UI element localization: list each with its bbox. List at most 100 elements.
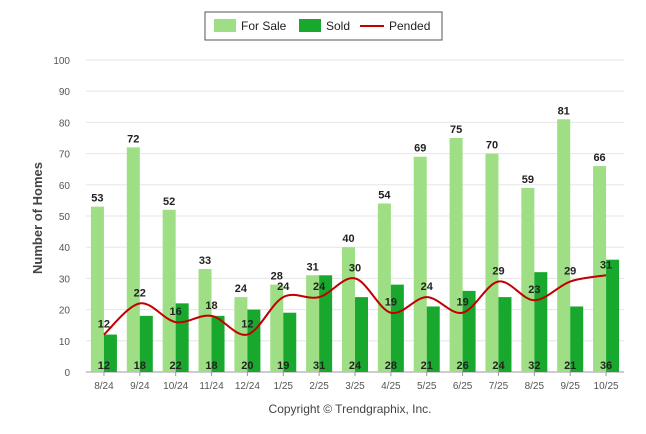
label-for-sale: 72	[127, 133, 139, 145]
bar-sold	[211, 315, 225, 372]
label-for-sale: 69	[414, 143, 426, 155]
label-for-sale: 53	[91, 193, 103, 205]
label-sold: 32	[528, 360, 540, 372]
x-tick-label: 8/24	[94, 381, 114, 392]
label-for-sale: 28	[271, 271, 283, 283]
label-sold: 12	[98, 360, 110, 372]
bar-sold	[139, 315, 153, 372]
label-for-sale: 81	[558, 105, 570, 117]
legend-swatch-sold	[299, 19, 321, 32]
y-tick-label: 40	[59, 243, 71, 254]
bar-sold	[606, 259, 620, 372]
legend-box	[204, 11, 443, 41]
bar-sold	[570, 306, 584, 372]
label-for-sale: 59	[522, 174, 534, 186]
y-tick-label: 20	[59, 306, 71, 317]
x-tick-label: 9/24	[130, 381, 150, 392]
label-pended: 16	[170, 306, 182, 318]
label-for-sale: 70	[486, 140, 498, 152]
label-for-sale: 33	[199, 255, 211, 267]
bar-sold	[390, 284, 404, 372]
label-pended: 24	[313, 281, 326, 293]
x-tick-label: 10/25	[594, 381, 619, 392]
label-sold: 26	[456, 360, 468, 372]
bar-for-sale	[162, 209, 176, 372]
y-tick-label: 0	[64, 368, 70, 379]
legend-label-for-sale: For Sale	[241, 19, 287, 33]
label-pended: 19	[385, 297, 397, 309]
label-pended: 29	[492, 266, 504, 278]
label-pended: 22	[134, 287, 146, 299]
label-pended: 19	[456, 297, 468, 309]
label-sold: 22	[170, 360, 182, 372]
y-tick-label: 30	[59, 274, 71, 285]
x-tick-label: 3/25	[345, 381, 365, 392]
y-tick-label: 80	[59, 118, 71, 129]
label-pended: 23	[528, 284, 540, 296]
label-sold: 21	[564, 360, 576, 372]
label-sold: 24	[349, 360, 362, 372]
label-for-sale: 31	[307, 261, 319, 273]
legend-label-sold: Sold	[326, 19, 350, 33]
bar-sold	[103, 334, 117, 372]
y-tick-label: 10	[59, 337, 71, 348]
x-tick-label: 6/25	[453, 381, 473, 392]
y-tick-label: 50	[59, 212, 71, 223]
bar-sold	[355, 297, 368, 372]
x-tick-label: 12/24	[235, 381, 260, 392]
copyright-text: Copyright © Trendgraphix, Inc.	[269, 402, 432, 416]
bar-for-sale	[485, 153, 499, 372]
label-for-sale: 52	[163, 196, 175, 208]
label-pended: 12	[241, 319, 253, 331]
x-tick-label: 10/24	[163, 381, 188, 392]
bar-for-sale	[306, 275, 320, 372]
label-sold: 28	[385, 360, 397, 372]
bar-for-sale	[198, 269, 212, 372]
x-tick-label: 7/25	[489, 381, 509, 392]
y-axis-label: Number of Homes	[30, 162, 45, 274]
pended-line	[103, 274, 607, 336]
label-sold: 21	[421, 360, 433, 372]
label-for-sale: 66	[593, 152, 605, 164]
bar-for-sale	[557, 119, 571, 372]
label-sold: 20	[241, 360, 253, 372]
bar-sold	[283, 312, 297, 372]
x-tick-label: 4/25	[381, 381, 401, 392]
label-sold: 31	[313, 360, 325, 372]
label-pended: 31	[600, 259, 612, 271]
label-sold: 19	[277, 360, 289, 372]
bar-for-sale	[377, 203, 391, 372]
bar-sold	[247, 309, 261, 372]
label-sold: 24	[492, 360, 505, 372]
label-pended: 29	[564, 266, 576, 278]
label-sold: 18	[205, 360, 217, 372]
label-pended: 24	[277, 281, 290, 293]
bar-sold	[319, 275, 333, 372]
bar-for-sale	[413, 156, 427, 372]
x-tick-label: 8/25	[525, 381, 545, 392]
label-sold: 36	[600, 360, 612, 372]
bar-for-sale	[593, 166, 607, 372]
label-sold: 18	[134, 360, 146, 372]
label-pended: 12	[98, 319, 110, 331]
bar-for-sale	[521, 187, 535, 372]
bar-for-sale	[90, 206, 104, 372]
x-tick-label: 2/25	[309, 381, 329, 392]
legend-swatch-for-sale	[214, 19, 236, 32]
bar-for-sale	[449, 138, 463, 372]
bar-for-sale	[126, 147, 140, 372]
data-labels: 53 12 72 18 52 22 33 18 24 20 28 19 31 31 40 24 54 28 69 21…	[91, 105, 612, 372]
bar-sold	[498, 297, 512, 372]
label-for-sale: 40	[342, 233, 354, 245]
legend-label-pended: Pended	[389, 19, 430, 33]
y-axis-ticks: 0 10 20 30 40 50 60 70 80 90 100	[53, 56, 70, 379]
pended-series-line	[103, 274, 607, 336]
y-tick-label: 100	[53, 56, 70, 67]
x-tick-label: 9/25	[560, 381, 580, 392]
y-tick-label: 90	[59, 87, 71, 98]
legend: For Sale Sold Pended	[204, 11, 443, 41]
label-for-sale: 75	[450, 124, 462, 136]
bars	[90, 119, 620, 372]
y-tick-label: 60	[59, 181, 71, 192]
